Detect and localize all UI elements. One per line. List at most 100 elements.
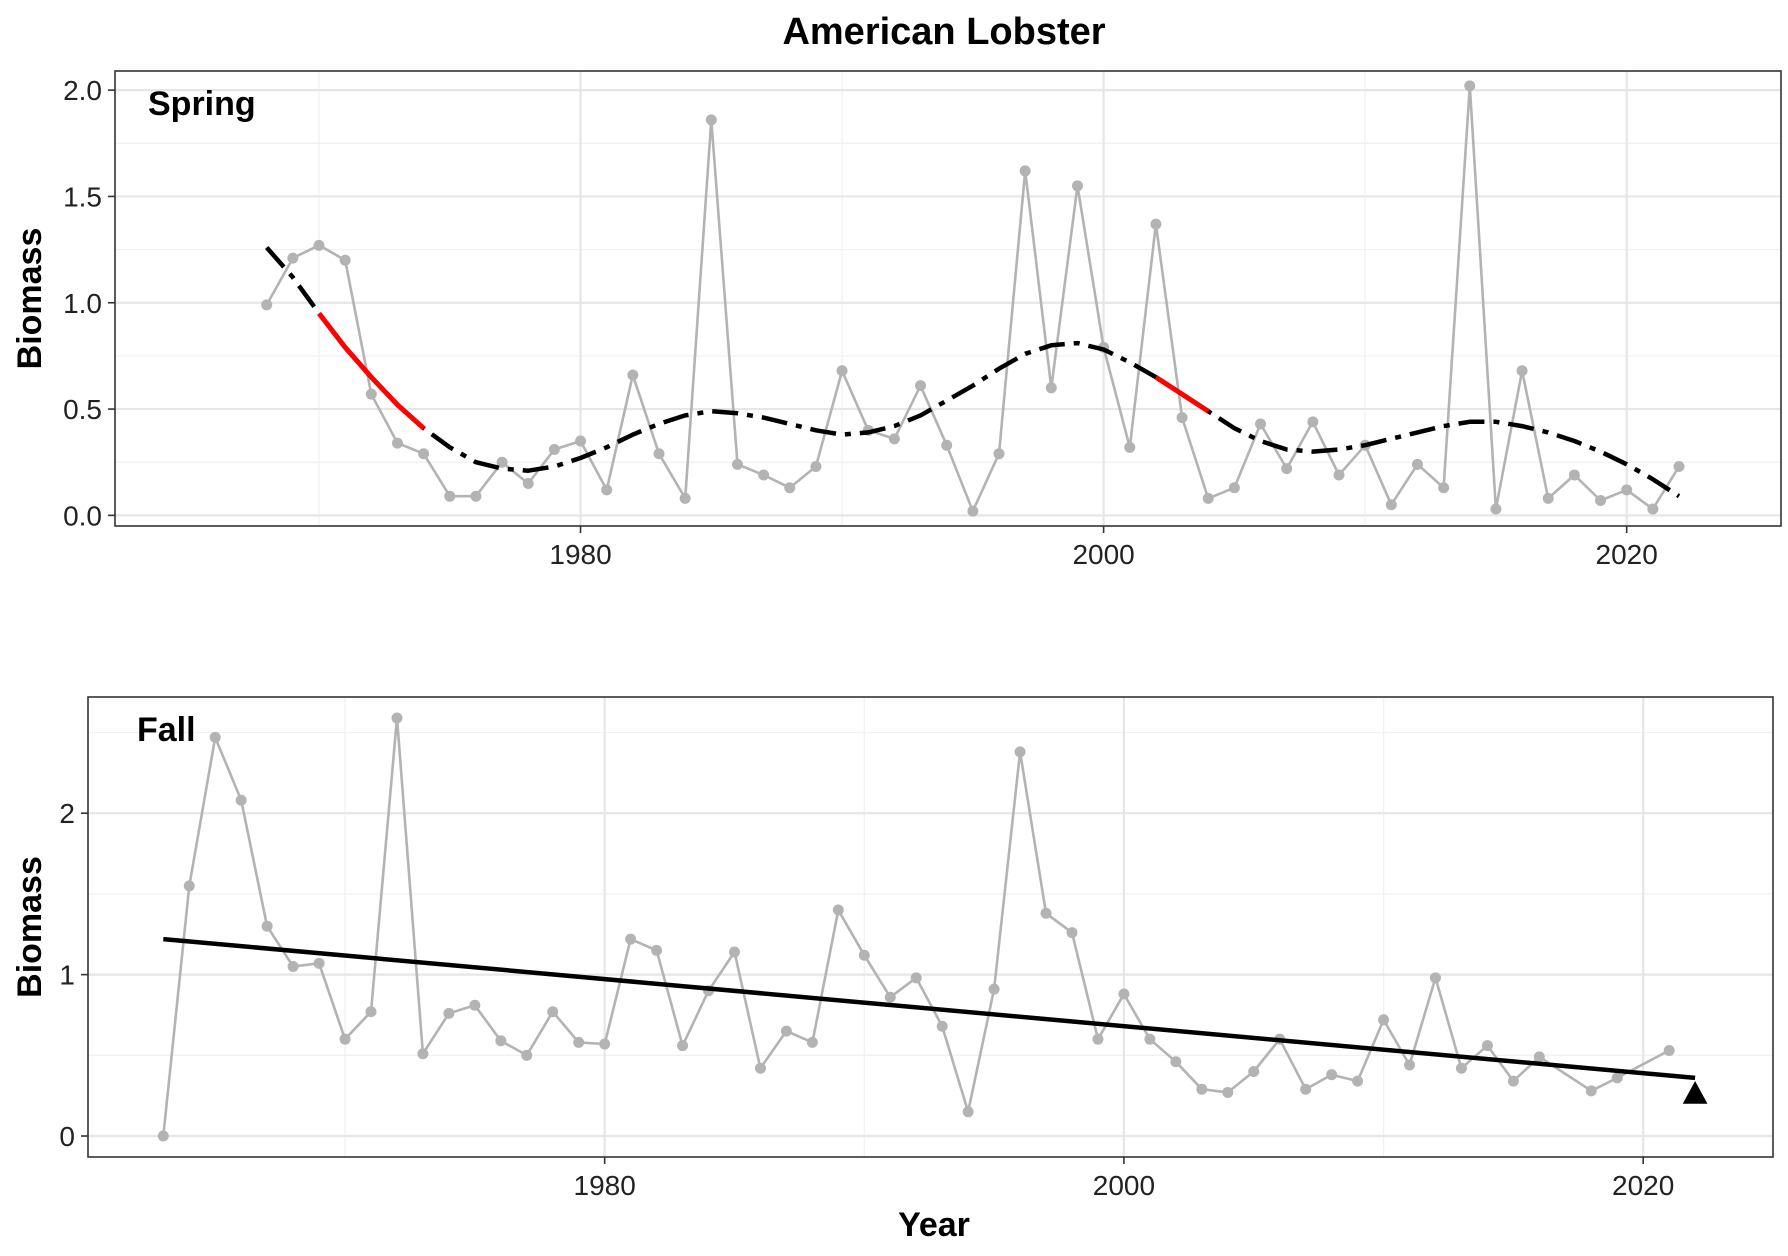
spring-plot-background [115,71,1781,526]
fall-observed-point [183,880,195,892]
fall-observed-point [287,961,299,973]
spring-observed-point [627,369,639,381]
fall-final-year-triangle [1682,1081,1708,1104]
fall-observed-point [391,712,403,724]
spring-observed-point [339,254,351,266]
spring-data-marks [261,80,1685,517]
fall-observed-point [1404,1059,1416,1071]
fall-observed-point [1014,746,1026,758]
fall-observed-point [1663,1044,1675,1056]
spring-observed-point [444,490,456,502]
spring-x-ticks: 1980 2000 2020 [549,526,1658,570]
spring-observed-point [1281,463,1293,475]
spring-observed-point [1464,80,1476,92]
spring-observed-point [1595,494,1607,506]
spring-y-tick-label: 2.0 [63,75,102,106]
fall-observed-point [1248,1065,1260,1077]
spring-observed-point [941,439,953,451]
fall-panel: 1980 2000 2020 0 1 2 Fall Biomass [11,696,1774,1201]
fall-observed-point [1092,1033,1104,1045]
fall-observed-point [1585,1085,1597,1097]
spring-observed-point [784,482,796,494]
spring-x-tick-label: 2000 [1072,539,1134,570]
spring-trend-highlight [1154,375,1210,414]
spring-y-tick-label: 0.0 [63,500,102,531]
spring-observed-point [1385,499,1397,511]
spring-panel-label: Spring [148,85,256,123]
fall-observed-point [988,983,1000,995]
fall-observed-point [1378,1014,1390,1026]
fall-observed-point [469,999,481,1011]
fall-observed-point [443,1007,455,1019]
fall-x-ticks: 1980 2000 2020 [574,1157,1674,1201]
spring-observed-point [287,252,299,264]
fall-observed-point [573,1036,585,1048]
spring-observed-point [1333,469,1345,481]
spring-observed-point [522,477,534,489]
fall-panel-border [87,696,1774,1158]
fall-plot-background [88,697,1773,1157]
fall-y-tick-label: 2 [59,798,75,829]
chart-title: American Lobster [782,11,1105,53]
fall-observed-point [1040,907,1052,919]
spring-observed-point [810,460,822,472]
fall-observed-point [910,972,922,984]
fall-observed-point [547,1006,559,1018]
fall-x-tick-label: 1980 [574,1170,636,1201]
spring-observed-point [915,380,927,392]
spring-y-tick-label: 1.0 [63,288,102,319]
fall-observed-point [832,904,844,916]
spring-observed-point [1490,503,1502,515]
spring-observed-point [313,239,325,251]
fall-data-marks [157,712,1708,1142]
fall-observed-point [728,946,740,958]
spring-observed-point [470,490,482,502]
fall-y-tick-label: 0 [59,1121,75,1152]
x-axis-title: Year [898,1206,970,1244]
fall-observed-point [1507,1075,1519,1087]
fall-y-axis-title: Biomass [11,856,49,998]
fall-observed-point [962,1106,974,1118]
fall-observed-point [365,1006,377,1018]
fall-observed-point [1222,1086,1234,1098]
spring-y-tick-label: 0.5 [63,394,102,425]
fall-observed-point [313,957,325,969]
fall-observed-point [1429,972,1441,984]
fall-observed-point [858,949,870,961]
fall-observed-point [651,944,663,956]
spring-y-ticks: 0.0 0.5 1.0 1.5 2.0 [63,75,115,531]
spring-observed-point [496,456,508,468]
spring-y-tick-label: 1.5 [63,181,102,212]
spring-observed-point [1202,492,1214,504]
fall-observed-point [1300,1083,1312,1095]
fall-observed-point [936,1020,948,1032]
fall-observed-point [1481,1040,1493,1052]
spring-observed-point [1150,218,1162,230]
spring-observed-point [1071,180,1083,192]
fall-observed-point [1118,988,1130,1000]
fall-x-tick-label: 2020 [1612,1170,1674,1201]
spring-observed-point [1124,441,1136,453]
spring-observed-point [1542,492,1554,504]
spring-observed-point [548,443,560,455]
spring-observed-point [1647,503,1659,515]
fall-observed-point [1455,1062,1467,1074]
spring-trend-line [265,246,1681,499]
fall-observed-point [884,991,896,1003]
spring-y-axis-title: Biomass [11,228,49,370]
fall-observed-point [1170,1056,1182,1068]
spring-observed-point [1228,482,1240,494]
fall-observed-point [599,1038,611,1050]
fall-observed-point [339,1033,351,1045]
spring-observed-point [1045,382,1057,394]
fall-y-tick-label: 1 [59,960,75,991]
fall-observed-point [625,933,637,945]
fall-observed-point [209,731,221,743]
spring-trend-highlight [317,311,426,431]
spring-observed-point [601,484,613,496]
fall-observed-point [1326,1069,1338,1081]
fall-observed-point [806,1036,818,1048]
spring-observed-point [758,469,770,481]
fall-observed-point [417,1048,429,1060]
fall-x-tick-label: 2000 [1093,1170,1155,1201]
